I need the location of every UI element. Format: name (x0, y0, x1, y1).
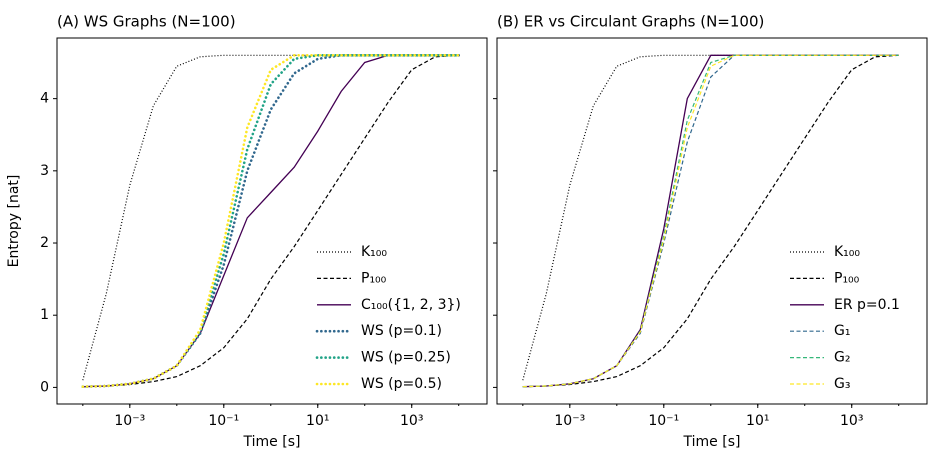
series-line (522, 54, 899, 388)
chart-title: (B) ER vs Circulant Graphs (N=100) (497, 13, 764, 31)
legend-label: K₁₀₀ (361, 244, 387, 260)
legend-label: P₁₀₀ (361, 270, 387, 286)
legend-label: G₃ (834, 376, 850, 392)
y-axis-label: Entropy [nat] (6, 175, 22, 268)
x-tick-label: 10¹ (306, 413, 329, 429)
x-tick-label: 10⁻³ (114, 413, 145, 429)
legend-label: P₁₀₀ (834, 270, 860, 286)
legend-label: WS (p=0.25) (361, 350, 451, 366)
series-line (522, 54, 899, 388)
series-line (522, 54, 899, 388)
legend-label: WS (p=0.1) (361, 323, 442, 339)
legend-label: C₁₀₀({1, 2, 3}) (361, 297, 461, 313)
plot-area (56, 37, 488, 405)
x-tick-label: 10³ (840, 413, 863, 429)
series-line (81, 54, 460, 388)
x-tick-label: 10⁻¹ (208, 413, 239, 429)
chart-title: (A) WS Graphs (N=100) (57, 13, 236, 31)
legend-label: WS (p=0.5) (361, 376, 442, 392)
x-tick-label: 10⁻³ (554, 413, 585, 429)
y-tick-label: 2 (40, 235, 49, 251)
legend-label: K₁₀₀ (834, 244, 860, 260)
legend-label: G₂ (834, 350, 850, 366)
x-axis-label: Time [s] (243, 434, 301, 450)
legend-label: G₁ (834, 323, 850, 339)
y-tick-label: 4 (40, 91, 49, 107)
series-line (81, 54, 460, 388)
series-line (82, 54, 459, 381)
x-tick-label: 10⁻¹ (648, 413, 679, 429)
plot-area (496, 37, 928, 405)
y-tick-label: 0 (40, 379, 49, 395)
legend-label: ER p=0.1 (834, 297, 900, 313)
x-tick-label: 10³ (400, 413, 423, 429)
y-tick-label: 3 (40, 163, 49, 179)
y-tick-label: 1 (40, 307, 49, 323)
series-line (522, 54, 899, 381)
x-axis-label: Time [s] (683, 434, 741, 450)
x-tick-label: 10¹ (746, 413, 769, 429)
